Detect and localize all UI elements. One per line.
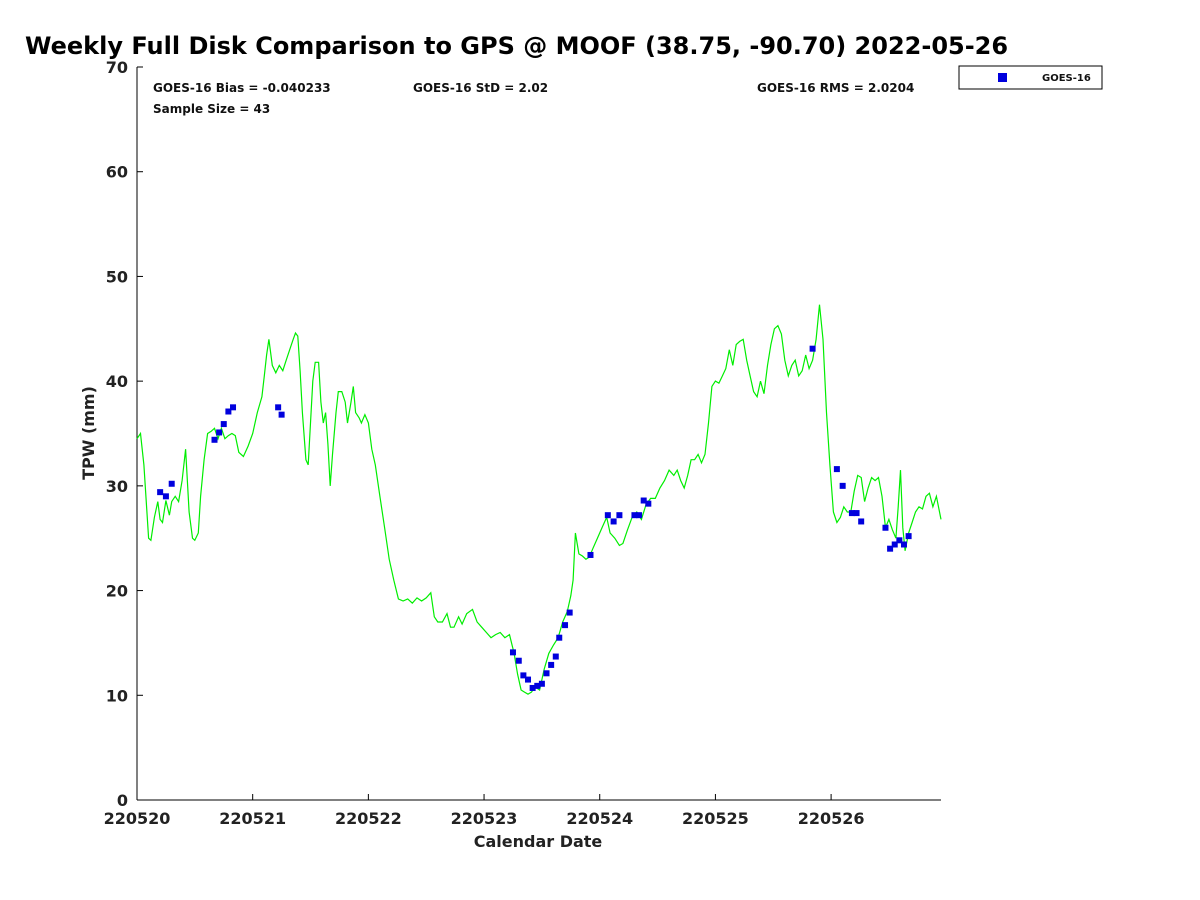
bias-stat: GOES-16 Bias = -0.040233 xyxy=(153,81,331,95)
y-tick-label: 30 xyxy=(106,477,128,496)
goes-16-point xyxy=(905,533,912,540)
goes-16-point xyxy=(610,518,617,525)
goes-16-point xyxy=(509,649,516,656)
goes-16-point xyxy=(631,512,638,519)
goes-16-point xyxy=(216,429,223,436)
goes-16-point xyxy=(520,672,527,679)
goes-16-point xyxy=(587,551,594,558)
x-tick-label: 220521 xyxy=(219,809,286,828)
goes-16-point xyxy=(556,634,563,641)
legend: GOES-16 xyxy=(958,65,1103,90)
goes-16-point xyxy=(162,493,169,500)
x-tick-label: 220520 xyxy=(104,809,171,828)
goes-16-point xyxy=(168,480,175,487)
gps-series xyxy=(136,304,942,695)
goes-16-point xyxy=(275,404,282,411)
goes-16-point xyxy=(211,436,218,443)
goes-16-point xyxy=(882,524,889,531)
x-tick-label: 220523 xyxy=(451,809,518,828)
goes-16-point xyxy=(616,512,623,519)
goes-16-point xyxy=(529,684,536,691)
y-tick-label: 50 xyxy=(106,267,128,286)
x-axis-ticks: 220520 220521 220522 220523 220524 220525 2205… xyxy=(104,794,865,828)
x-tick-label: 220522 xyxy=(335,809,402,828)
chart-title: Weekly Full Disk Comparison to GPS @ MOO… xyxy=(25,32,1008,60)
goes-16-point xyxy=(833,466,840,473)
goes-16-point xyxy=(548,661,555,668)
y-axis-ticks: 0 10 20 30 40 50 60 70 xyxy=(106,58,143,810)
y-tick-label: 10 xyxy=(106,686,128,705)
goes-16-point xyxy=(604,512,611,519)
x-tick-label: 220526 xyxy=(798,809,865,828)
goes-16-point xyxy=(225,408,232,415)
goes-16-point xyxy=(562,622,569,629)
y-tick-label: 0 xyxy=(117,791,128,810)
x-tick-label: 220524 xyxy=(566,809,633,828)
goes-16-point xyxy=(891,541,898,548)
x-axis-label: Calendar Date xyxy=(474,832,603,851)
goes-16-point xyxy=(552,653,559,660)
goes-16-point xyxy=(839,482,846,489)
y-tick-label: 20 xyxy=(106,582,128,601)
goes-16-point xyxy=(636,512,643,519)
goes-16-point xyxy=(525,676,532,683)
plot-area: 0 10 20 30 40 50 60 70 220520 220521 220522 220523… xyxy=(104,58,942,828)
goes-16-point xyxy=(157,489,164,496)
goes-16-point xyxy=(900,541,907,548)
legend-label-goes-16: GOES-16 xyxy=(1042,73,1091,84)
y-tick-label: 70 xyxy=(106,58,128,77)
goes-16-series xyxy=(157,345,912,691)
y-tick-label: 40 xyxy=(106,372,128,391)
goes-16-point xyxy=(220,421,227,428)
goes-16-point xyxy=(645,500,652,507)
goes-16-point xyxy=(896,537,903,544)
goes-16-point xyxy=(515,657,522,664)
legend-marker-goes-16 xyxy=(998,73,1007,82)
sample-size-stat: Sample Size = 43 xyxy=(153,102,270,116)
goes-16-point xyxy=(566,609,573,616)
goes-16-point xyxy=(848,510,855,517)
goes-16-point xyxy=(278,411,285,418)
y-tick-label: 60 xyxy=(106,163,128,182)
goes-16-point xyxy=(543,670,550,677)
x-tick-label: 220525 xyxy=(682,809,749,828)
gps-line xyxy=(136,304,942,695)
goes-16-point xyxy=(534,682,541,689)
goes-16-point xyxy=(887,545,894,552)
goes-16-point xyxy=(858,518,865,525)
rms-stat: GOES-16 RMS = 2.0204 xyxy=(757,81,914,95)
y-axis-label: TPW (mm) xyxy=(79,386,98,480)
legend-box xyxy=(958,65,1103,90)
goes-16-point xyxy=(853,510,860,517)
goes-16-point xyxy=(809,345,816,352)
std-stat: GOES-16 StD = 2.02 xyxy=(413,81,548,95)
goes-16-point xyxy=(230,404,237,411)
goes-16-point xyxy=(538,680,545,687)
goes-16-point xyxy=(640,497,647,504)
